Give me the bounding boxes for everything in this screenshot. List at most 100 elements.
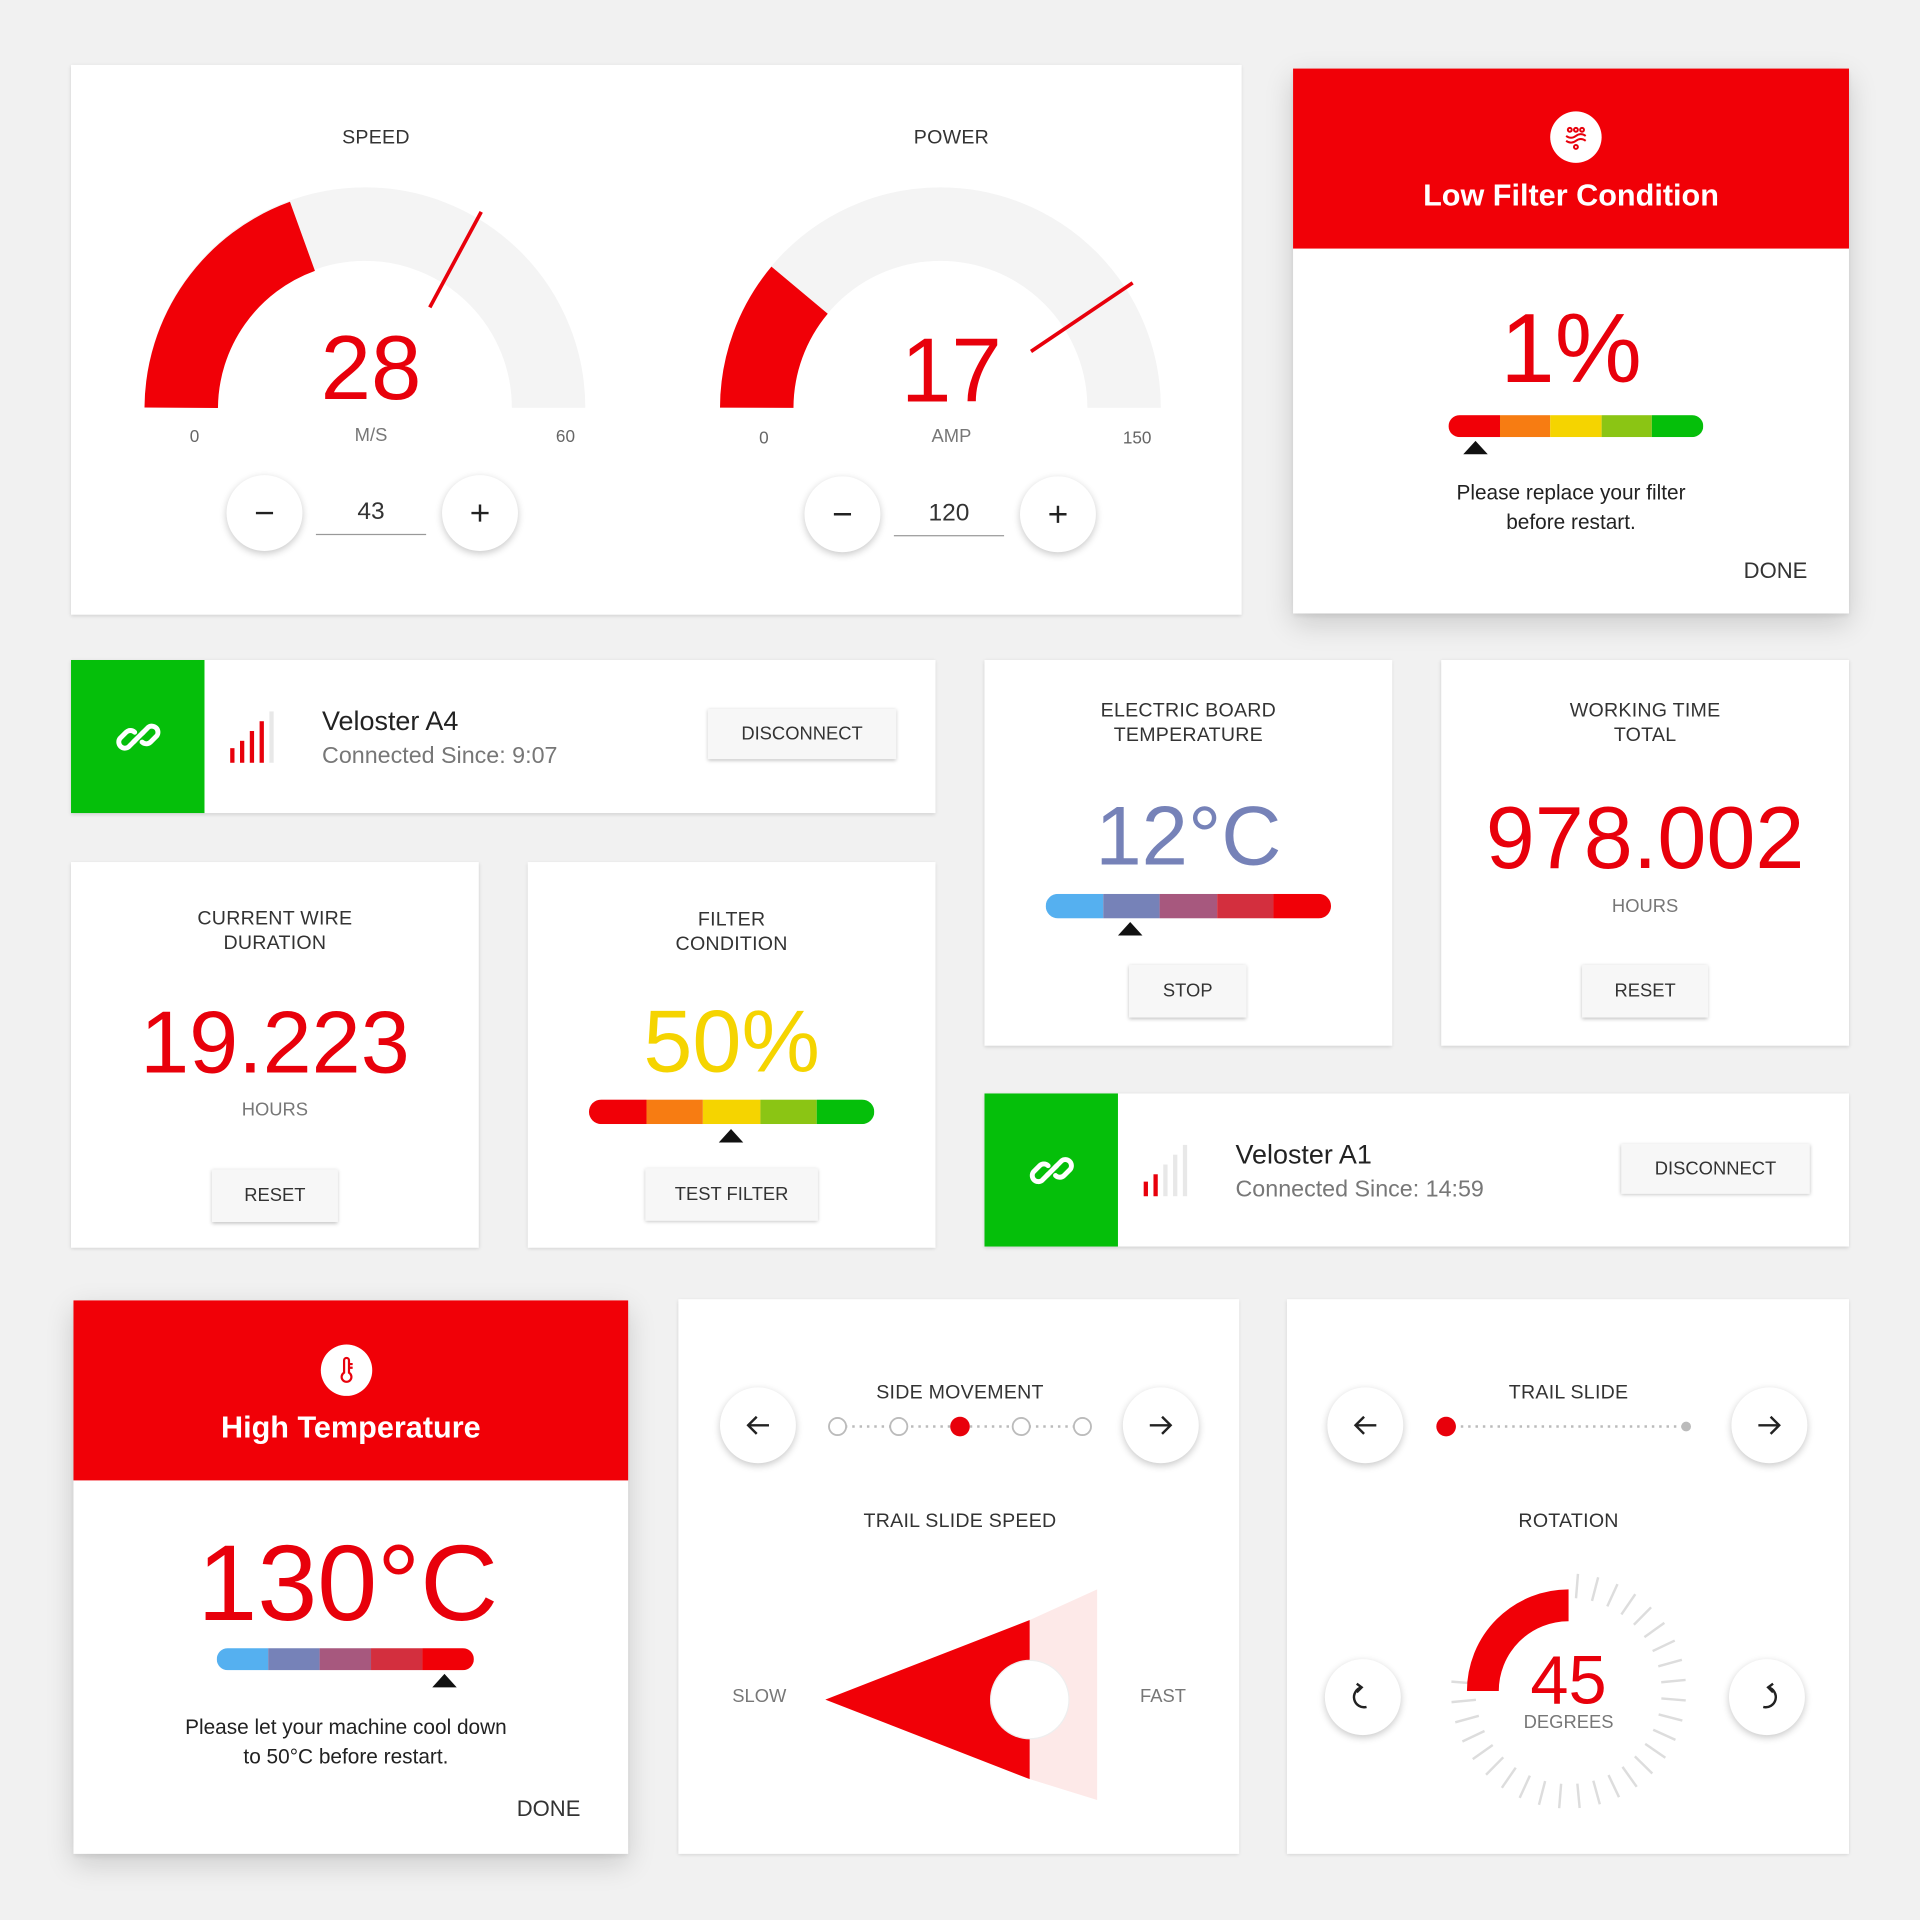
plus-icon <box>1049 505 1067 523</box>
speed-decrement-button[interactable] <box>226 475 303 552</box>
temp-alert-value: 130°C <box>197 1522 499 1644</box>
disconnect-button[interactable]: DISCONNECT <box>1621 1143 1810 1194</box>
connection-status <box>71 660 205 814</box>
power-unit: AMP <box>931 426 972 447</box>
alert-title: Low Filter Condition <box>1423 178 1719 214</box>
rotation-dial[interactable] <box>1446 1569 1691 1814</box>
dial-tick <box>1500 1766 1517 1789</box>
filter-condition-card: FILTER CONDITION 50% TEST FILTER <box>527 862 936 1248</box>
filter-condition-value: 50% <box>643 993 820 1092</box>
trail-slide-track[interactable] <box>1434 1412 1703 1441</box>
signal-icon <box>230 711 274 763</box>
speed-input[interactable]: 43 <box>315 498 427 536</box>
gauges-card: SPEED 28 0 M/S 60 43 POWER 17 0 AMP 150 <box>71 64 1242 615</box>
filter-alert-value: 1% <box>1500 293 1642 403</box>
dial-tick <box>1633 1606 1652 1626</box>
board-temp-title-1: ELECTRIC BOARD <box>1100 700 1277 722</box>
reset-button[interactable]: RESET <box>211 1169 338 1223</box>
filter-alert-message-2: before restart. <box>1506 510 1636 534</box>
speed-increment-button[interactable] <box>442 475 518 552</box>
filter-icon <box>1550 111 1602 163</box>
filter-alert-done-button[interactable]: DONE <box>1743 558 1808 583</box>
fast-label: FAST <box>1140 1686 1186 1707</box>
test-filter-button[interactable]: TEST FILTER <box>645 1168 818 1221</box>
dial-tick <box>1657 1658 1683 1668</box>
power-title: POWER <box>913 127 990 149</box>
temp-alert-message-2: to 50°C before restart. <box>243 1744 449 1769</box>
wire-duration-title-1: CURRENT WIRE <box>197 908 353 930</box>
dial-tick <box>1454 1714 1480 1724</box>
dial-tick <box>1472 1743 1494 1761</box>
wire-duration-value: 19.223 <box>140 994 410 1093</box>
device-card-a4: Veloster A4 Connected Since: 9:07 DISCON… <box>71 660 936 814</box>
dial-tick <box>1592 1780 1602 1805</box>
filter-condition-title-2: CONDITION <box>675 934 788 956</box>
side-movement-stepper[interactable] <box>825 1412 1094 1441</box>
device-status: Connected Since: 14:59 <box>1235 1176 1484 1203</box>
device-name: Veloster A4 <box>322 705 459 736</box>
speed-value: 28 <box>320 317 422 419</box>
power-decrement-button[interactable] <box>804 476 881 553</box>
reset-button[interactable]: RESET <box>1582 964 1709 1018</box>
link-icon <box>1029 1156 1074 1184</box>
wire-duration-unit: HOURS <box>241 1099 309 1121</box>
device-status: Connected Since: 9:07 <box>322 743 558 769</box>
plus-icon <box>471 504 489 522</box>
dial-tick <box>1576 1783 1581 1809</box>
rotate-cw-icon <box>1762 1682 1778 1709</box>
filter-condition-marker <box>718 1128 744 1143</box>
link-icon <box>115 723 160 750</box>
temp-alert-message-1: Please let your machine cool down <box>185 1715 507 1739</box>
power-input[interactable]: 120 <box>893 500 1005 537</box>
dial-tick <box>1574 1573 1580 1599</box>
dial-tick <box>1620 1593 1637 1616</box>
side-movement-title: SIDE MOVEMENT <box>876 1382 1044 1404</box>
working-time-value: 978.002 <box>1485 789 1805 888</box>
dial-tick <box>1606 1583 1619 1607</box>
slow-label: SLOW <box>732 1686 787 1707</box>
temp-alert-done-button[interactable]: DONE <box>516 1796 581 1821</box>
speed-slider[interactable] <box>813 1589 1107 1809</box>
dial-tick <box>1661 1697 1686 1702</box>
wire-duration-card: CURRENT WIRE DURATION 19.223 HOURS RESET <box>71 862 479 1248</box>
dial-tick <box>1537 1780 1547 1806</box>
arrow-left-icon <box>746 1415 769 1435</box>
dial-tick <box>1621 1766 1638 1788</box>
dial-tick <box>1644 1742 1667 1759</box>
dial-tick <box>1461 1729 1486 1743</box>
disconnect-button[interactable]: DISCONNECT <box>707 708 897 760</box>
device-name: Veloster A1 <box>1235 1138 1372 1170</box>
arrow-left-icon <box>1353 1415 1377 1435</box>
board-temperature-card: ELECTRIC BOARD TEMPERATURE 12°C STOP <box>984 660 1393 1046</box>
dial-tick <box>1661 1678 1686 1684</box>
move-left-button[interactable] <box>720 1387 796 1464</box>
slide-right-button[interactable] <box>1731 1387 1808 1464</box>
dial-tick <box>1485 1756 1505 1776</box>
power-increment-button[interactable] <box>1020 476 1096 553</box>
speed-min: 0 <box>189 426 200 446</box>
side-movement-card: SIDE MOVEMENT TRAIL SLIDE SPEED SLOW FAS… <box>678 1299 1240 1854</box>
rotate-left-button[interactable] <box>1324 1659 1401 1736</box>
dial-tick <box>1652 1639 1676 1653</box>
rotate-right-button[interactable] <box>1728 1659 1805 1736</box>
arrow-right-icon <box>1149 1415 1173 1435</box>
low-filter-alert: Low Filter Condition 1% Please replace y… <box>1293 68 1849 614</box>
dial-tick <box>1652 1728 1676 1742</box>
filter-alert-message-1: Please replace your filter <box>1456 481 1686 505</box>
dial-tick <box>1451 1698 1477 1704</box>
move-right-button[interactable] <box>1122 1387 1199 1464</box>
stop-button[interactable]: STOP <box>1128 964 1247 1018</box>
dial-tick <box>1518 1775 1531 1799</box>
slide-left-button[interactable] <box>1327 1387 1404 1464</box>
dial-tick <box>1633 1755 1654 1775</box>
power-min: 0 <box>759 427 769 447</box>
power-value: 17 <box>901 319 1002 422</box>
device-card-a1: Veloster A1 Connected Since: 14:59 DISCO… <box>984 1093 1849 1247</box>
dial-tick <box>1643 1621 1666 1639</box>
high-temperature-alert: High Temperature 130°C Please let your m… <box>73 1300 629 1854</box>
board-temp-scale <box>1045 893 1331 919</box>
power-max: 150 <box>1122 427 1152 447</box>
speed-unit: M/S <box>354 424 388 446</box>
filter-condition-scale <box>588 1099 875 1125</box>
rotation-value: 45 <box>1530 1640 1607 1718</box>
